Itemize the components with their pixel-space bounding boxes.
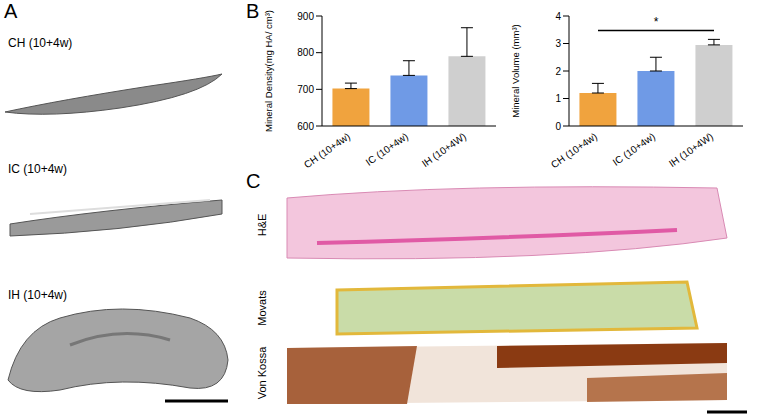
- svg-text:*: *: [654, 15, 659, 29]
- html-text:IH (10+4w): IH (10+4w): [8, 288, 67, 302]
- svg-text:0: 0: [555, 121, 561, 132]
- svg-text:CH (10+4w): CH (10+4w): [302, 131, 352, 171]
- html-text:Movats: Movats: [256, 289, 268, 326]
- svg-text:900: 900: [297, 11, 314, 22]
- html-text:H&E: H&E: [256, 213, 268, 237]
- svg-text:1: 1: [555, 93, 561, 104]
- svg-text:700: 700: [297, 84, 314, 95]
- html-text:Von Kossa: Von Kossa: [256, 346, 268, 399]
- svg-text:IH (10+4W): IH (10+4W): [667, 131, 715, 169]
- svg-text:3: 3: [555, 38, 561, 49]
- svg-text:IC (10+4w): IC (10+4w): [364, 131, 411, 168]
- svg-text:IC (10+4w): IC (10+4w): [611, 131, 658, 168]
- svg-text:CH (10+4w): CH (10+4w): [549, 131, 599, 171]
- svg-text:Mineral Volume (mm³): Mineral Volume (mm³): [510, 24, 521, 117]
- html-text:A: A: [4, 0, 18, 22]
- svg-text:IH (10+4W): IH (10+4W): [420, 131, 468, 169]
- svg-text:2: 2: [555, 66, 561, 77]
- html-text:IC (10+4w): IC (10+4w): [8, 162, 67, 176]
- svg-text:600: 600: [297, 121, 314, 132]
- html-text:CH (10+4w): CH (10+4w): [8, 36, 73, 50]
- svg-text:800: 800: [297, 47, 314, 58]
- html-text:C: C: [246, 170, 261, 192]
- svg-text:Mineral Density(mg HA/ cm³): Mineral Density(mg HA/ cm³): [263, 10, 274, 132]
- html-text:B: B: [246, 0, 260, 22]
- svg-text:4: 4: [555, 11, 561, 22]
